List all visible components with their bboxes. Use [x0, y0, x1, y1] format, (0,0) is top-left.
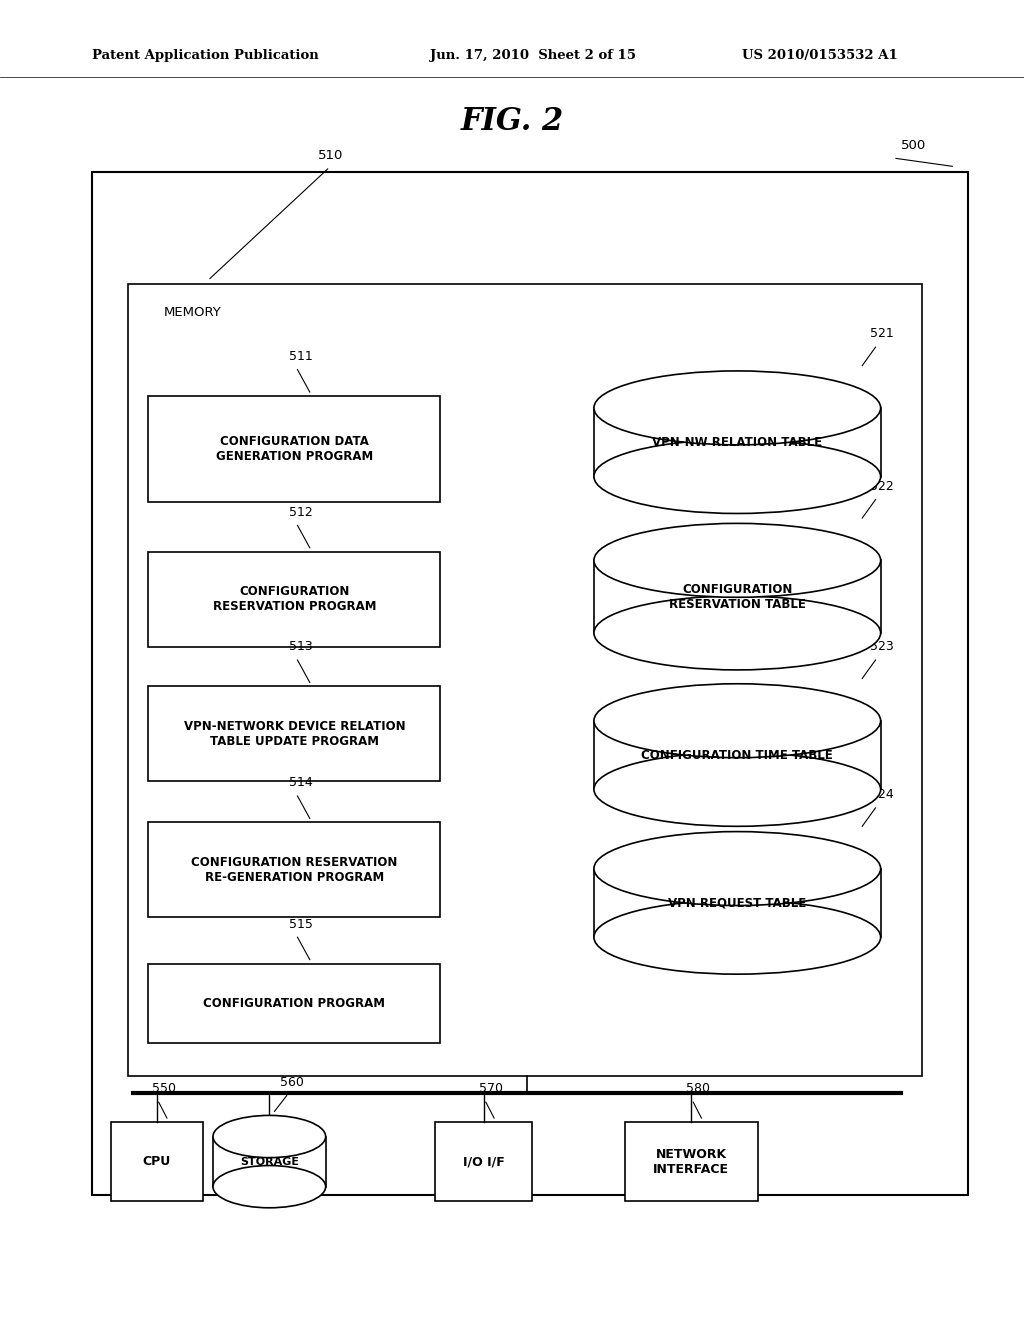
Bar — [594, 408, 881, 477]
Bar — [148, 552, 440, 647]
Ellipse shape — [594, 684, 881, 758]
Text: CONFIGURATION DATA
GENERATION PROGRAM: CONFIGURATION DATA GENERATION PROGRAM — [216, 434, 373, 463]
Ellipse shape — [594, 832, 881, 906]
Ellipse shape — [594, 595, 881, 671]
Text: VPN REQUEST TABLE: VPN REQUEST TABLE — [668, 896, 807, 909]
Ellipse shape — [594, 900, 881, 974]
Text: I/O I/F: I/O I/F — [463, 1155, 505, 1168]
Text: 515: 515 — [289, 917, 313, 931]
Text: 511: 511 — [289, 350, 313, 363]
Ellipse shape — [594, 440, 881, 513]
Text: CONFIGURATION
RESERVATION PROGRAM: CONFIGURATION RESERVATION PROGRAM — [213, 585, 376, 614]
Text: US 2010/0153532 A1: US 2010/0153532 A1 — [742, 49, 898, 62]
Bar — [435, 1122, 532, 1201]
Text: 570: 570 — [478, 1082, 503, 1096]
Bar — [148, 822, 440, 917]
Text: 514: 514 — [289, 776, 313, 789]
Bar — [148, 964, 440, 1043]
Bar — [594, 869, 881, 937]
Bar — [625, 1122, 758, 1201]
Text: NETWORK
INTERFACE: NETWORK INTERFACE — [653, 1147, 729, 1176]
Text: 560: 560 — [280, 1076, 303, 1089]
Text: VPN-NW RELATION TABLE: VPN-NW RELATION TABLE — [652, 436, 822, 449]
Text: 550: 550 — [152, 1082, 175, 1096]
Text: VPN-NETWORK DEVICE RELATION
TABLE UPDATE PROGRAM: VPN-NETWORK DEVICE RELATION TABLE UPDATE… — [183, 719, 406, 748]
Text: 512: 512 — [289, 506, 313, 519]
Ellipse shape — [594, 523, 881, 597]
Ellipse shape — [594, 752, 881, 826]
Bar — [213, 1137, 326, 1187]
Bar — [148, 396, 440, 502]
Text: Patent Application Publication: Patent Application Publication — [92, 49, 318, 62]
Text: MEMORY: MEMORY — [164, 306, 221, 319]
Bar — [92, 172, 968, 1195]
Text: CONFIGURATION PROGRAM: CONFIGURATION PROGRAM — [204, 997, 385, 1010]
Text: 524: 524 — [870, 788, 894, 801]
Bar — [111, 1122, 203, 1201]
Text: FIG. 2: FIG. 2 — [461, 106, 563, 137]
Text: 510: 510 — [317, 149, 343, 162]
Text: CONFIGURATION TIME TABLE: CONFIGURATION TIME TABLE — [641, 748, 834, 762]
Text: CONFIGURATION
RESERVATION TABLE: CONFIGURATION RESERVATION TABLE — [669, 582, 806, 611]
Bar — [594, 560, 881, 632]
Ellipse shape — [213, 1166, 326, 1208]
Text: 580: 580 — [686, 1082, 710, 1096]
Ellipse shape — [594, 371, 881, 445]
Bar — [128, 284, 922, 1076]
Text: CONFIGURATION RESERVATION
RE-GENERATION PROGRAM: CONFIGURATION RESERVATION RE-GENERATION … — [191, 855, 397, 884]
Text: Jun. 17, 2010  Sheet 2 of 15: Jun. 17, 2010 Sheet 2 of 15 — [430, 49, 636, 62]
Text: CPU: CPU — [142, 1155, 171, 1168]
Text: 513: 513 — [289, 640, 313, 653]
Text: 522: 522 — [870, 480, 894, 492]
Ellipse shape — [213, 1115, 326, 1158]
Text: STORAGE: STORAGE — [240, 1156, 299, 1167]
Bar — [148, 686, 440, 781]
Text: 500: 500 — [901, 139, 927, 152]
Bar — [594, 721, 881, 789]
Text: 523: 523 — [870, 640, 894, 653]
Text: 521: 521 — [870, 327, 894, 341]
